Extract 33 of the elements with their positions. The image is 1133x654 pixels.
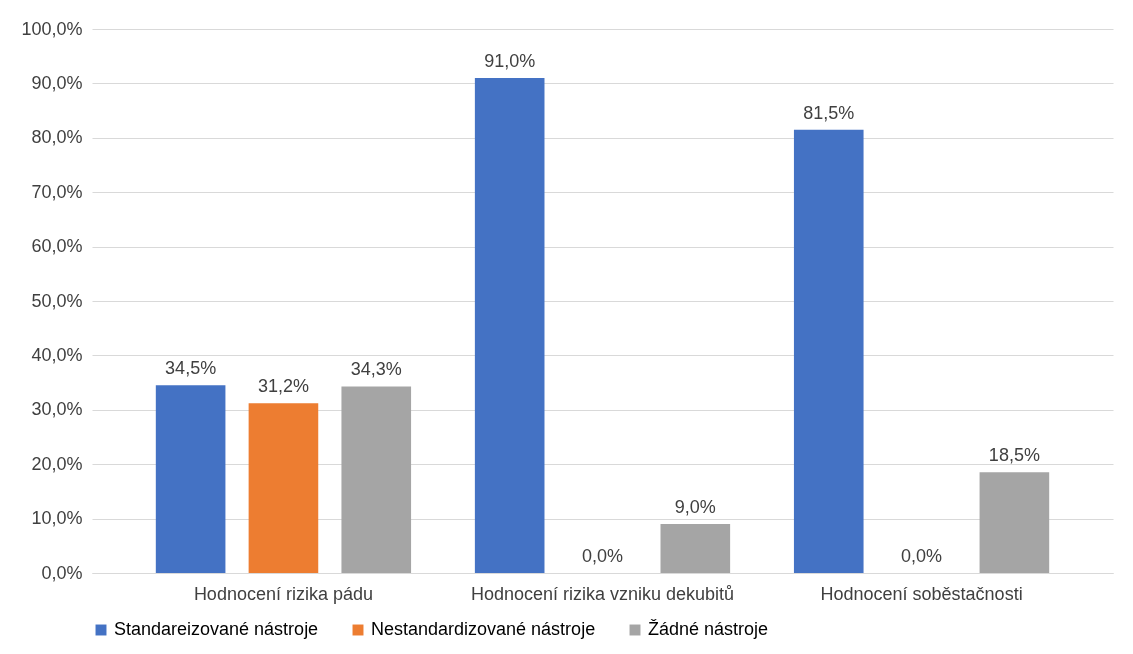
y-tick-label: 80,0% <box>31 127 83 148</box>
legend-label: Žádné nástroje <box>648 619 769 639</box>
y-tick-label: 100,0% <box>21 18 83 39</box>
data-label: 0,0% <box>581 546 624 566</box>
y-tick-label: 0,0% <box>41 562 83 583</box>
data-label: 9,0% <box>674 497 716 518</box>
x-tick-label: Hodnocení soběstačnosti <box>820 583 1023 604</box>
bar <box>155 385 226 573</box>
y-tick-label: 30,0% <box>31 399 83 420</box>
data-label: 34,5% <box>165 358 217 379</box>
y-tick-label: 20,0% <box>31 453 83 474</box>
data-label: 81,5% <box>803 102 855 123</box>
bar <box>793 129 864 573</box>
y-tick-label: 40,0% <box>31 344 83 365</box>
legend-label: Standareizované nástroje <box>114 619 319 639</box>
y-tick-label: 60,0% <box>31 236 83 257</box>
bar <box>474 77 545 573</box>
data-label: 0,0% <box>901 546 943 566</box>
bar <box>979 472 1050 573</box>
bar <box>248 403 319 573</box>
data-label: 18,5% <box>988 445 1040 466</box>
data-label: 91,0% <box>484 50 536 71</box>
data-label: 31,2% <box>257 376 309 397</box>
legend-label: Nestandardizované nástroje <box>371 619 596 639</box>
y-tick-label: 70,0% <box>31 181 83 202</box>
bar <box>341 386 412 573</box>
x-tick-label: Hodnocení rizika pádu <box>193 583 373 604</box>
x-tick-label: Hodnocení rizika vzniku dekubitů <box>470 583 735 604</box>
data-label: 34,3% <box>350 359 402 380</box>
bar <box>660 524 731 573</box>
y-tick-label: 10,0% <box>31 508 83 529</box>
y-tick-label: 90,0% <box>31 72 83 93</box>
y-tick-label: 50,0% <box>31 290 83 311</box>
